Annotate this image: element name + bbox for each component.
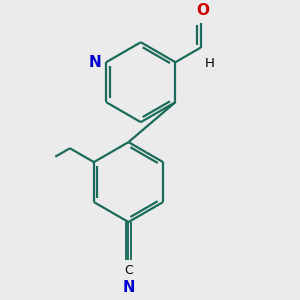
Text: C: C (124, 263, 133, 277)
Text: H: H (205, 57, 215, 70)
Text: N: N (122, 280, 135, 296)
Text: O: O (196, 3, 209, 18)
Text: N: N (89, 55, 102, 70)
